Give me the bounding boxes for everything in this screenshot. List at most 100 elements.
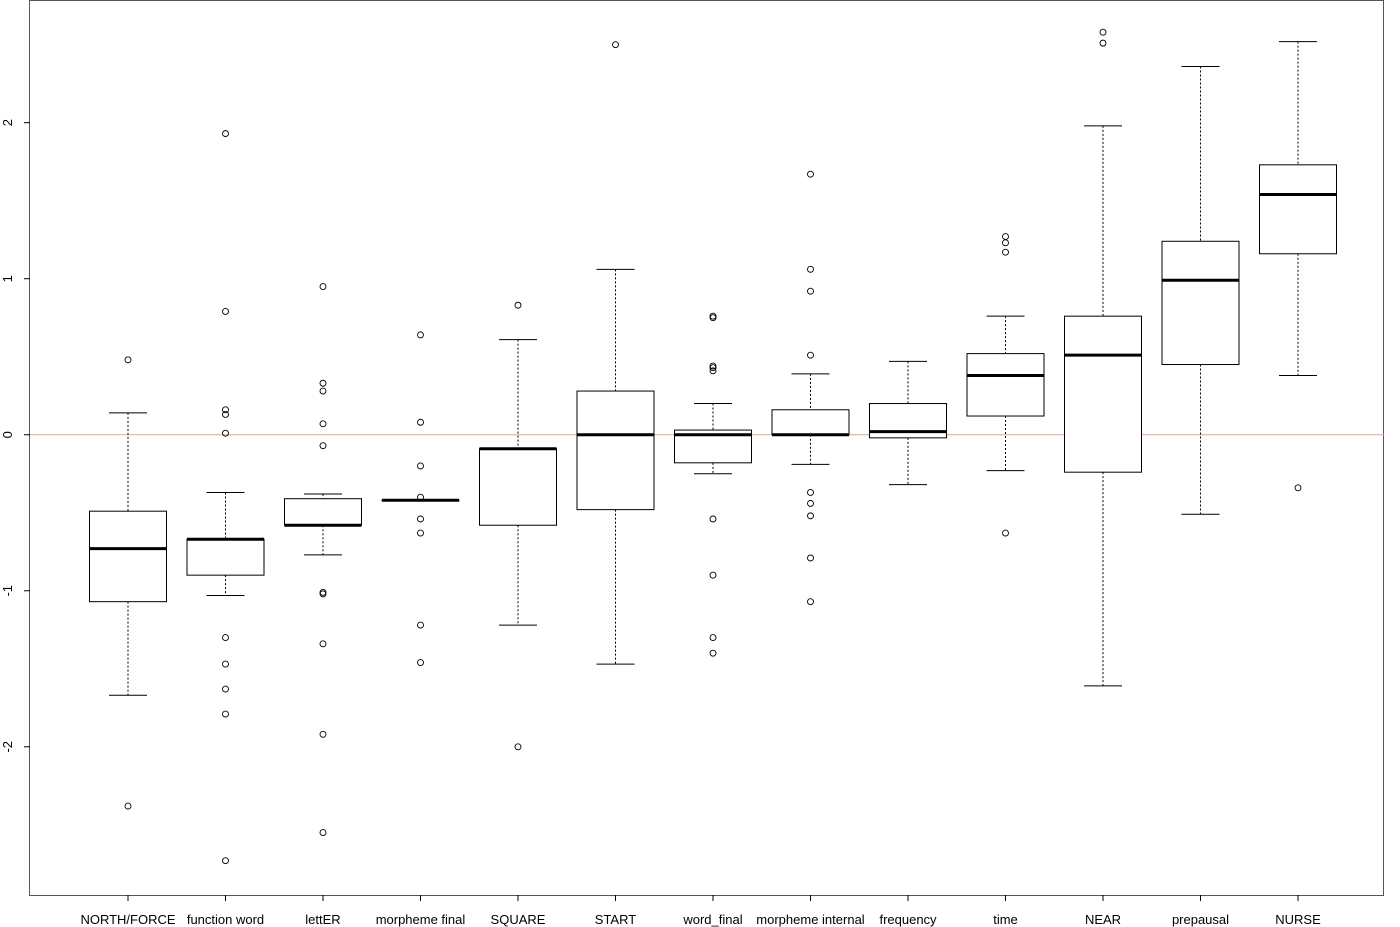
box-1 <box>186 130 265 865</box>
outlier-point <box>807 499 814 507</box>
outlier-point <box>807 287 814 295</box>
outlier-point <box>319 590 327 598</box>
outlier-point <box>709 367 717 375</box>
x-tick-label: time <box>993 912 1018 927</box>
outlier-point <box>709 649 717 657</box>
outlier-point <box>417 418 424 426</box>
outlier-point <box>807 265 814 273</box>
outlier-point <box>222 660 229 668</box>
outlier-point <box>1099 28 1107 36</box>
outlier-point <box>612 41 619 49</box>
outlier-point <box>417 462 424 470</box>
box-10 <box>1064 28 1142 687</box>
box-rect <box>186 538 265 576</box>
box-8 <box>869 360 947 486</box>
outlier-point <box>417 529 424 537</box>
box-6 <box>674 312 752 657</box>
x-tick-label: prepausal <box>1172 912 1229 927</box>
x-tick-label: morpheme final <box>376 912 466 927</box>
box-rect <box>284 498 362 526</box>
outlier-point <box>319 283 327 290</box>
box-5 <box>576 41 655 665</box>
box-rect <box>576 390 655 511</box>
outlier-point <box>1294 484 1302 492</box>
outlier-point <box>417 331 424 339</box>
box-rect <box>89 510 167 603</box>
outlier-point <box>222 308 229 315</box>
outlier-point <box>319 420 327 428</box>
outlier-point <box>1002 233 1009 241</box>
box-9 <box>966 233 1045 537</box>
outlier-point <box>1002 239 1009 247</box>
box-rect <box>1064 315 1142 473</box>
outlier-point <box>514 743 522 751</box>
outlier-point <box>319 379 327 387</box>
y-tick-label: -1 <box>0 585 15 597</box>
outlier-point <box>417 515 424 523</box>
box-2 <box>284 283 362 837</box>
x-tick-label: morpheme internal <box>756 912 864 927</box>
outlier-point <box>319 442 327 450</box>
outlier-point <box>222 130 229 138</box>
boxes-group <box>89 28 1337 865</box>
outlier-point <box>222 429 229 437</box>
outlier-point <box>709 364 717 372</box>
box-0 <box>89 356 167 810</box>
outlier-point <box>807 554 814 562</box>
x-tick-label: frequency <box>879 912 937 927</box>
outlier-point <box>514 301 522 309</box>
outlier-point <box>417 621 424 629</box>
outlier-point <box>807 598 814 606</box>
box-rect <box>1161 240 1240 366</box>
x-axis: NORTH/FORCE function word lettER morpheme f… <box>80 895 1321 927</box>
x-tick-label: NURSE <box>1275 912 1321 927</box>
box-rect <box>966 353 1045 417</box>
box-rect <box>479 448 557 526</box>
y-tick-label: 2 <box>0 119 15 126</box>
x-tick-label: START <box>595 912 636 927</box>
box-3 <box>381 331 460 666</box>
outlier-point <box>124 802 132 810</box>
outlier-point <box>709 314 717 322</box>
x-tick-label: NEAR <box>1085 912 1121 927</box>
y-tick-label: 0 <box>0 431 15 438</box>
outlier-point <box>222 634 229 642</box>
x-tick-label: function word <box>187 912 264 927</box>
outlier-point <box>807 170 814 178</box>
outlier-point <box>222 411 229 418</box>
outlier-point <box>124 356 132 364</box>
outlier-point <box>222 406 229 414</box>
plot-frame <box>29 0 1384 896</box>
outlier-point <box>807 351 814 359</box>
outlier-point <box>1099 39 1107 47</box>
outlier-point <box>807 489 814 496</box>
x-tick-label: NORTH/FORCE <box>80 912 175 927</box>
box-4 <box>479 301 557 751</box>
box-12 <box>1259 41 1337 492</box>
outlier-point <box>319 387 327 395</box>
outlier-point <box>319 829 327 837</box>
outlier-point <box>709 634 717 642</box>
x-tick-label: word_final <box>682 912 742 927</box>
x-tick-label: lettER <box>305 912 340 927</box>
outlier-point <box>417 659 424 666</box>
y-tick-label: 1 <box>0 275 15 282</box>
y-tick-label: -2 <box>0 741 15 753</box>
y-axis: -2 -1 0 1 2 <box>0 119 30 753</box>
outlier-point <box>709 571 717 579</box>
outlier-point <box>1002 529 1009 537</box>
outlier-point <box>319 640 327 648</box>
outlier-point <box>222 857 229 865</box>
box-7 <box>771 170 850 606</box>
outlier-point <box>807 512 814 520</box>
outlier-point <box>319 730 327 738</box>
box-rect <box>771 409 850 436</box>
outlier-point <box>709 515 717 523</box>
outlier-point <box>1002 248 1009 256</box>
outlier-point <box>417 493 424 501</box>
box-11 <box>1161 66 1240 515</box>
x-tick-label: SQUARE <box>491 912 546 927</box>
outlier-point <box>222 685 229 693</box>
box-rect <box>1259 164 1337 255</box>
